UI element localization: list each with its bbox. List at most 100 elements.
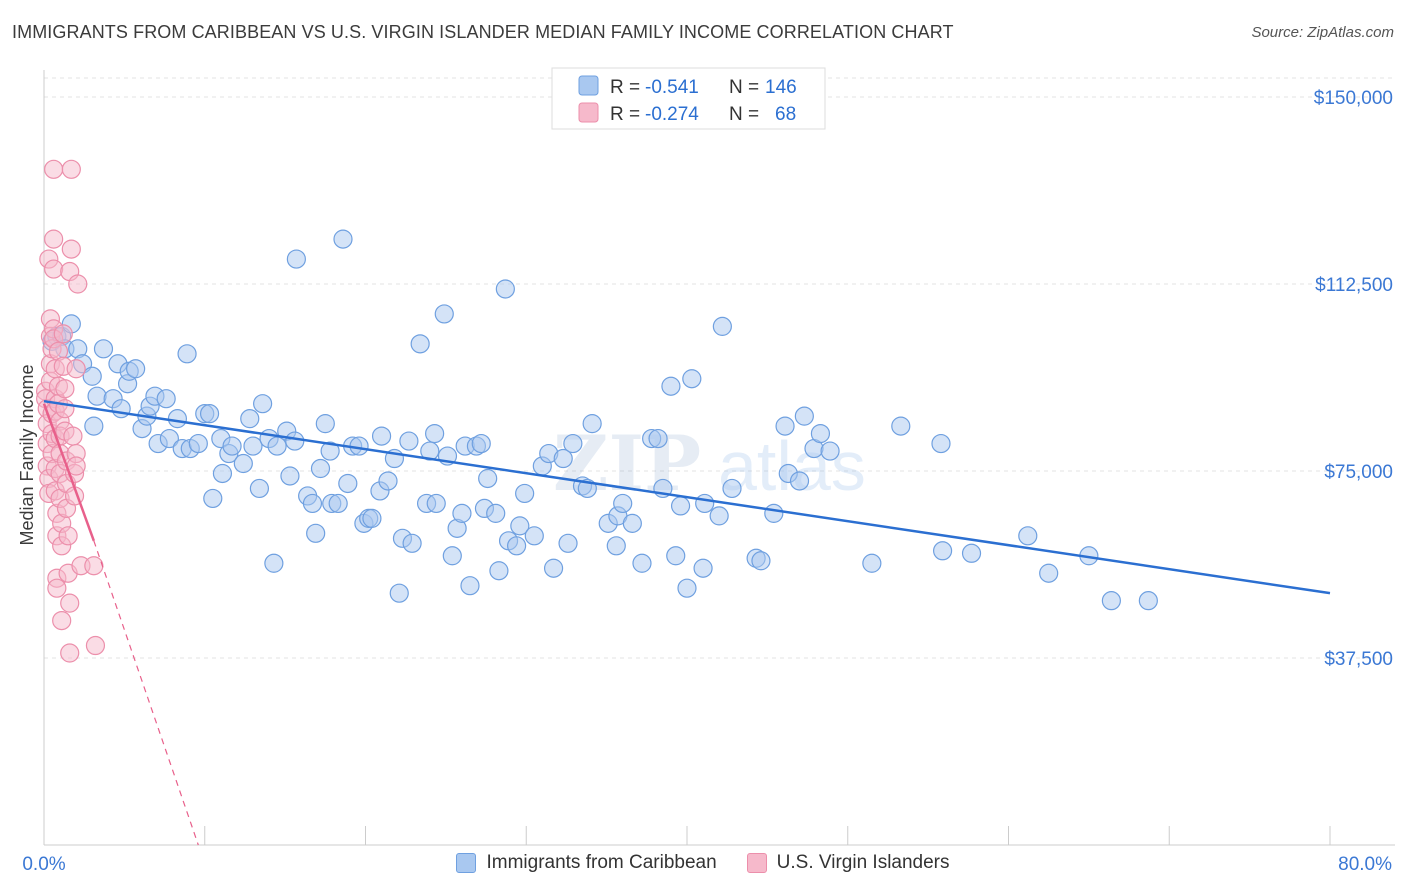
stats-legend-swatch-blue: [578, 75, 599, 96]
data-point-caribbean: [402, 533, 422, 553]
data-point-caribbean: [310, 458, 331, 479]
data-point-caribbean: [399, 431, 419, 451]
data-point-caribbean: [425, 424, 445, 444]
data-point-caribbean: [471, 433, 491, 454]
data-point-virgin-islanders: [55, 379, 75, 399]
data-point-caribbean: [613, 493, 633, 514]
data-point-caribbean: [199, 404, 220, 424]
trend-line-caribbean: [43, 399, 1331, 595]
legend-swatch-virgin-islanders: [746, 853, 767, 873]
data-point-virgin-islanders: [47, 578, 67, 598]
stats-r-label-1: R =: [610, 77, 640, 98]
data-point-caribbean: [1018, 526, 1038, 546]
legend-item-caribbean: Immigrants from Caribbean: [456, 852, 717, 874]
data-point-virgin-islanders: [61, 159, 81, 179]
data-point-caribbean: [553, 448, 573, 469]
data-point-caribbean: [1039, 563, 1059, 583]
stats-legend-swatch-pink: [578, 102, 599, 123]
stats-n-label-1: N =: [729, 77, 759, 98]
data-point-virgin-islanders: [68, 274, 88, 294]
data-point-caribbean: [362, 508, 382, 528]
data-point-caribbean: [775, 416, 795, 436]
data-point-caribbean: [695, 493, 715, 514]
data-point-caribbean: [820, 441, 840, 461]
data-point-caribbean: [543, 558, 564, 578]
trend-line-virgin-islanders-extension: [93, 540, 199, 846]
data-point-caribbean: [420, 441, 440, 461]
data-point-caribbean: [507, 536, 527, 556]
data-point-caribbean: [243, 436, 263, 456]
stats-legend: R = -0.541 N = 146 R = -0.274 N = 68: [551, 67, 826, 130]
data-point-caribbean: [670, 496, 691, 516]
data-point-caribbean: [320, 441, 340, 461]
data-point-caribbean: [632, 553, 652, 573]
data-point-caribbean: [222, 436, 242, 456]
data-point-caribbean: [410, 334, 430, 354]
data-point-virgin-islanders: [58, 526, 78, 546]
data-point-virgin-islanders: [61, 239, 81, 259]
data-point-caribbean: [126, 359, 146, 379]
data-point-caribbean: [682, 369, 702, 389]
data-point-caribbean: [666, 546, 686, 566]
data-point-caribbean: [212, 463, 233, 484]
y-tick-label: $150,000: [1314, 88, 1393, 109]
data-point-caribbean: [606, 536, 626, 556]
x-tick-labels: 0.0% 80.0%: [22, 854, 1392, 875]
data-point-caribbean: [510, 516, 530, 536]
data-point-caribbean: [794, 406, 814, 426]
data-point-caribbean: [328, 493, 348, 514]
data-point-caribbean: [389, 583, 409, 603]
data-point-virgin-islanders: [53, 324, 73, 344]
data-point-caribbean: [249, 478, 270, 499]
data-point-caribbean: [302, 493, 323, 514]
data-point-caribbean: [280, 466, 300, 486]
chart-title: IMMIGRANTS FROM CARIBBEAN VS U.S. VIRGIN…: [12, 22, 954, 42]
data-point-caribbean: [111, 399, 131, 419]
data-point-virgin-islanders: [66, 359, 86, 379]
data-point-caribbean: [693, 558, 713, 578]
data-point-caribbean: [333, 229, 353, 249]
data-point-virgin-islanders: [63, 426, 83, 446]
trend-lines: [42, 399, 1331, 846]
data-point-caribbean: [582, 414, 602, 434]
data-point-caribbean: [233, 453, 253, 474]
stats-n-label-2: N =: [729, 104, 759, 125]
data-point-caribbean: [442, 546, 462, 566]
data-point-caribbean: [722, 478, 742, 499]
legend-item-virgin-islanders: U.S. Virgin Islanders: [746, 852, 950, 874]
data-point-caribbean: [156, 389, 176, 409]
data-point-caribbean: [84, 416, 104, 436]
legend-label-virgin-islanders: U.S. Virgin Islanders: [776, 852, 950, 873]
data-point-caribbean: [434, 304, 454, 324]
y-tick-labels: $37,500 $75,000 $112,500 $150,000: [1314, 88, 1393, 670]
y-tick-label: $112,500: [1315, 275, 1393, 296]
data-point-caribbean: [378, 471, 398, 491]
data-point-caribbean: [563, 433, 583, 454]
data-point-caribbean: [253, 394, 273, 414]
data-point-caribbean: [961, 543, 982, 563]
data-point-caribbean: [371, 426, 392, 446]
watermark: ZIP atlas: [553, 419, 866, 508]
x-tick-label: 0.0%: [22, 854, 65, 875]
x-tick-label: 80.0%: [1338, 854, 1392, 875]
source-label: Source: ZipAtlas.com: [1251, 24, 1394, 41]
y-tick-label: $37,500: [1324, 649, 1393, 670]
data-point-caribbean: [460, 576, 480, 596]
data-point-caribbean: [82, 366, 102, 386]
data-point-caribbean: [789, 471, 810, 491]
data-point-caribbean: [524, 526, 544, 546]
trend-line-virgin-islanders: [42, 403, 96, 542]
legend-label-caribbean: Immigrants from Caribbean: [486, 852, 717, 873]
y-axis-label: Median Family Income: [17, 364, 37, 545]
legend-swatch-caribbean: [456, 853, 477, 873]
data-point-caribbean: [338, 473, 358, 494]
data-point-virgin-islanders: [44, 229, 64, 249]
data-point-caribbean: [764, 503, 784, 523]
stats-n-value-1: 146: [765, 77, 797, 98]
data-point-caribbean: [426, 493, 446, 514]
stats-n-value-2: 68: [775, 104, 796, 125]
data-point-caribbean: [188, 433, 208, 454]
stats-r-value-1: -0.541: [645, 77, 699, 98]
data-point-virgin-islanders: [60, 643, 80, 663]
data-point-caribbean: [891, 416, 911, 436]
